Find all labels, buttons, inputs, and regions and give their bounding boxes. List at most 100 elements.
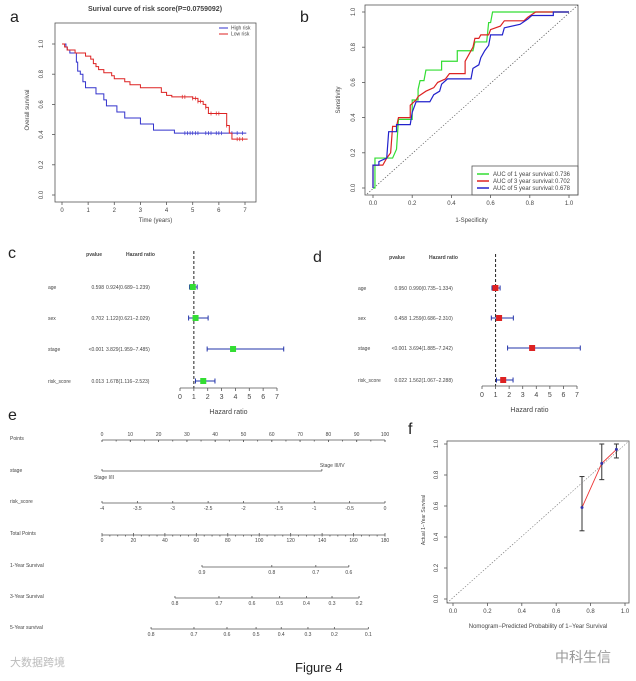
km-x-tick-label: 2 xyxy=(113,208,117,214)
nomogram-5-year-survival-label: 5-Year survival xyxy=(10,625,43,631)
nomogram-points-tick-label: 10 xyxy=(128,432,134,438)
forest-c-x-tick-label: 6 xyxy=(261,394,265,401)
nomogram-1-year-survival-tick-label: 0.9 xyxy=(199,570,206,576)
panel-label-c: c xyxy=(8,245,16,262)
nomogram-points-tick-label: 50 xyxy=(241,432,247,438)
forest-c-row-hr: 0.924(0.689−1.239) xyxy=(106,285,150,291)
calibration-y-tick-label: 0.4 xyxy=(434,532,440,541)
forest-c-x-axis-label: Hazard ratio xyxy=(209,409,247,416)
nomogram-points-tick-label: 70 xyxy=(297,432,303,438)
nomogram-points-tick-label: 40 xyxy=(212,432,218,438)
calibration-y-tick-label: 0.0 xyxy=(434,594,440,603)
figure-caption: Figure 4 xyxy=(295,660,343,675)
forest-d-row-label: risk_score xyxy=(358,378,381,384)
forest-c-row-hr: 3.829(1.959−7.485) xyxy=(106,347,150,353)
roc-x-tick-label: 0.6 xyxy=(486,201,495,207)
forest-d-row-pvalue: 0.458 xyxy=(394,316,407,322)
nomogram-points-tick-label: 80 xyxy=(326,432,332,438)
nomogram-risk-score-tick-label: 0 xyxy=(384,506,387,512)
forest-c-row-pvalue: 0.702 xyxy=(91,316,104,322)
nomogram-3-year-survival-tick-label: 0.5 xyxy=(276,601,283,607)
forest-d-row-hr: 1.259(0.686−2.310) xyxy=(409,316,453,322)
km-title: Surival curve of risk score(P=0.0759092) xyxy=(88,6,222,13)
roc-legend-auc: 0.678 xyxy=(555,186,571,192)
forest-c-row-pvalue: 0.598 xyxy=(91,285,104,291)
forest-d-row-hr: 1.562(1.067−2.288) xyxy=(409,378,453,384)
roc-x-tick-label: 1.0 xyxy=(565,201,574,207)
nomogram-total-points-tick-label: 180 xyxy=(381,538,390,544)
nomogram-points-label: Points xyxy=(10,436,24,442)
nomogram-total-points-tick-label: 0 xyxy=(101,538,104,544)
forest-d-x-tick-label: 6 xyxy=(561,392,565,399)
nomogram-total-points-tick-label: 160 xyxy=(349,538,358,544)
roc-x-tick-label: 0.2 xyxy=(408,201,417,207)
panel-label-a: a xyxy=(10,9,19,26)
calibration-y-tick-label: 1.0 xyxy=(434,439,440,448)
forest-d-row-label: stage xyxy=(358,346,370,352)
calibration-x-tick-label: 0.0 xyxy=(449,609,458,615)
roc-y-tick-label: 0.8 xyxy=(351,42,357,51)
km-curve-low-risk xyxy=(62,43,248,140)
forest-c-row-hr: 1.678(1.116−2.523) xyxy=(106,379,150,385)
nomogram-risk-score-tick-label: -4 xyxy=(100,506,105,512)
roc-y-tick-label: 0.6 xyxy=(351,78,357,87)
forest-d-row-label: sex xyxy=(358,316,366,322)
nomogram-points-tick-label: 90 xyxy=(354,432,360,438)
forest-d-row-pvalue: 0.950 xyxy=(394,286,407,292)
forest-d-row-hr: 0.990(0.735−1.334) xyxy=(409,286,453,292)
forest-c-hr-point xyxy=(200,378,207,384)
forest-d-header-hr: Hazard ratio xyxy=(429,255,458,261)
forest-c-x-tick-label: 7 xyxy=(275,394,279,401)
forest-c-row-pvalue: 0.013 xyxy=(91,379,104,385)
nomogram-points-tick-label: 20 xyxy=(156,432,162,438)
nomogram-1-year-survival-tick-label: 0.8 xyxy=(268,570,275,576)
nomogram-3-year-survival-tick-label: 0.7 xyxy=(215,601,222,607)
nomogram-5-year-survival-tick-label: 0.1 xyxy=(365,632,372,638)
km-y-tick-label: 0.2 xyxy=(39,160,45,169)
nomogram-5-year-survival-tick-label: 0.5 xyxy=(253,632,260,638)
km-x-tick-label: 1 xyxy=(86,208,90,214)
nomogram-risk-score-tick-label: -1 xyxy=(312,506,317,512)
nomogram-stage-category-label: Stage I/II xyxy=(94,475,114,481)
km-x-tick-label: 0 xyxy=(60,208,64,214)
roc-curve-5-year xyxy=(372,11,569,188)
panel-label-f: f xyxy=(408,421,413,438)
nomogram-3-year-survival-tick-label: 0.2 xyxy=(356,601,363,607)
roc-x-axis-label: 1-Specificity xyxy=(455,218,487,224)
forest-c-row-label: risk_score xyxy=(48,379,71,385)
roc-legend xyxy=(471,165,579,196)
chart-layer: 0 1 2 3 4 5 6 7 0.0 0.2 0.4 0.6 0.8 1.0 Time (years) Su… xyxy=(10,4,630,638)
forest-d-row-pvalue: 0.022 xyxy=(394,378,407,384)
forest-c-row-hr: 1.122(0.621−2.029) xyxy=(106,316,150,322)
nomogram-total-points-tick-label: 60 xyxy=(194,538,200,544)
forest-c-row-pvalue: <0.001 xyxy=(89,347,105,353)
nomogram-5-year-survival-tick-label: 0.4 xyxy=(278,632,285,638)
nomogram-total-points-tick-label: 20 xyxy=(131,538,137,544)
roc-curve-3-year xyxy=(372,11,569,188)
forest-c-hr-point xyxy=(230,346,237,352)
nomogram-3-year-survival-tick-label: 0.6 xyxy=(249,601,256,607)
forest-d-hr-point xyxy=(529,345,536,351)
km-x-tick-label: 6 xyxy=(217,208,221,214)
forest-c-hr-point xyxy=(189,284,196,290)
nomogram-risk-score-label: risk_score xyxy=(10,499,33,505)
roc-y-axis-label: Sensitivity xyxy=(336,86,342,113)
calibration-point xyxy=(614,447,618,451)
forest-c-row-label: sex xyxy=(48,316,56,322)
forest-d-hr-point xyxy=(496,315,503,321)
forest-d-x-axis-label: Hazard ratio xyxy=(510,407,548,414)
forest-c-x-tick-label: 2 xyxy=(206,394,210,401)
nomogram-3-year-survival-label: 3-Year Survival xyxy=(10,594,44,600)
roc-x-tick-label: 0.8 xyxy=(526,201,535,207)
km-x-tick-label: 4 xyxy=(165,208,169,214)
forest-d-x-tick-label: 2 xyxy=(507,392,511,399)
calibration-y-tick-label: 0.6 xyxy=(434,501,440,510)
nomogram-total-points-label: Total Points xyxy=(10,531,36,537)
nomogram-total-points-tick-label: 100 xyxy=(255,538,264,544)
km-plot-frame xyxy=(54,22,257,203)
nomogram-risk-score-tick-label: -1.5 xyxy=(275,506,284,512)
calibration-point xyxy=(580,506,584,510)
nomogram-risk-score-tick-label: -3.5 xyxy=(133,506,142,512)
nomogram-stage-category-label: Stage III/IV xyxy=(320,463,345,469)
nomogram-risk-score-tick-label: -2.5 xyxy=(204,506,213,512)
